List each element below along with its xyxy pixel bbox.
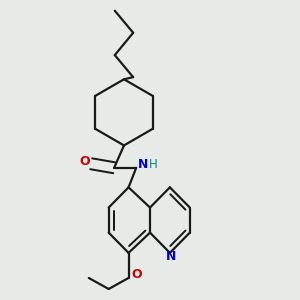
Text: N: N	[166, 250, 177, 263]
Text: O: O	[79, 155, 90, 168]
Text: H: H	[149, 158, 158, 171]
Text: O: O	[132, 268, 142, 281]
Text: N: N	[138, 158, 148, 171]
